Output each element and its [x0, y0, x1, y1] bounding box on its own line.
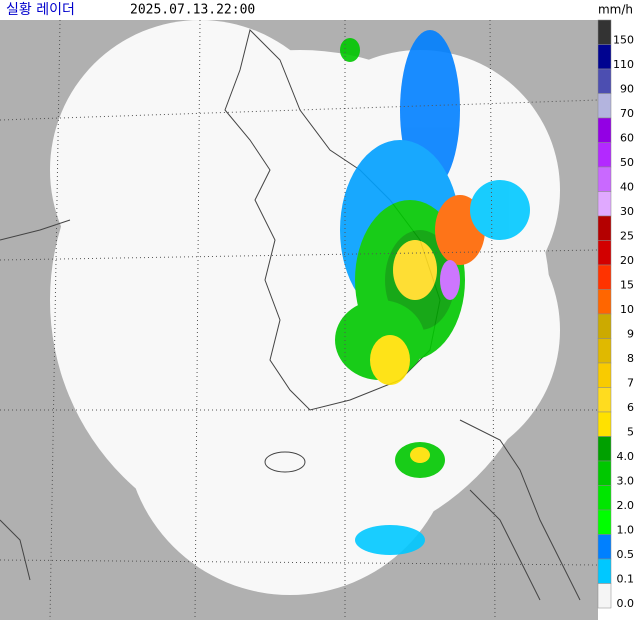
legend-swatch: [597, 68, 612, 94]
legend-swatch: [597, 93, 612, 119]
coastline: [0, 29, 581, 601]
legend-label: 2.0: [617, 499, 635, 512]
legend-label: 8: [627, 352, 634, 365]
legend-label: 25: [620, 230, 634, 243]
legend-label: 150: [613, 34, 634, 47]
legend-label: 6: [627, 401, 634, 414]
legend-swatch: [597, 534, 612, 560]
legend-label: 30: [620, 205, 634, 218]
legend-swatch: [597, 485, 612, 511]
map-area: [0, 19, 599, 620]
legend-swatch: [597, 215, 612, 241]
legend-label: 5: [627, 426, 634, 439]
legend-label: 1.0: [617, 524, 635, 537]
legend-unit: mm/h: [598, 3, 633, 17]
legend-swatch: [597, 313, 612, 339]
title: 실황 레이더: [6, 2, 75, 18]
legend-label: 15: [620, 279, 634, 292]
legend-swatch: [597, 387, 612, 413]
legend-label: 4.0: [617, 450, 635, 463]
legend-swatch: [597, 509, 612, 535]
legend-label: 40: [620, 181, 634, 194]
legend-swatch: [597, 44, 612, 70]
precipitation: [335, 30, 530, 555]
legend-swatch: [597, 117, 612, 143]
timestamp: 2025.07.13.22:00: [130, 3, 255, 18]
legend-swatch: [597, 558, 612, 584]
legend-swatch: [597, 142, 612, 168]
legend-label: 0.0: [617, 597, 635, 610]
grid: [0, 19, 599, 620]
legend-label: 50: [620, 156, 634, 169]
legend-swatch: [597, 411, 612, 437]
legend-swatch: [597, 19, 612, 45]
legend-label: 70: [620, 107, 634, 120]
legend-label: 0.5: [617, 548, 635, 561]
legend-label: 90: [620, 83, 634, 96]
legend-swatch: [597, 240, 612, 266]
legend-swatch: [597, 264, 612, 290]
legend-label: 20: [620, 254, 634, 267]
legend-swatch: [597, 460, 612, 486]
legend-swatch: [597, 166, 612, 192]
legend-swatch: [597, 289, 612, 315]
legend-label: 110: [613, 58, 634, 71]
legend-label: 9: [627, 328, 634, 341]
legend-swatch: [597, 191, 612, 217]
legend-swatch: [597, 362, 612, 388]
legend-swatch: [597, 338, 612, 364]
legend-swatch: [597, 583, 612, 609]
legend-label: 7: [627, 377, 634, 390]
legend-label: 10: [620, 303, 634, 316]
legend-label: 0.1: [617, 573, 635, 586]
legend: 150 110 90 70 60 50 40 30 25 20 15 10 9 8 7 6 5 4.0 3.0 2.0…: [597, 19, 635, 610]
legend-swatch: [597, 436, 612, 462]
legend-label: 60: [620, 132, 634, 145]
legend-label: 3.0: [617, 475, 635, 488]
